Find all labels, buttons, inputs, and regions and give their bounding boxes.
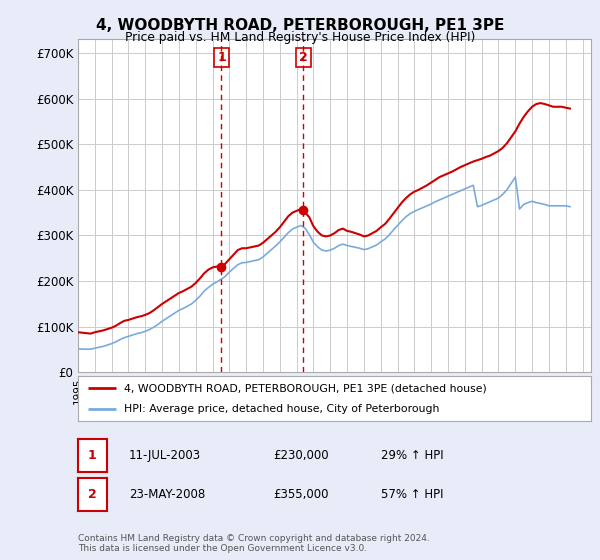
Text: 4, WOODBYTH ROAD, PETERBOROUGH, PE1 3PE (detached house): 4, WOODBYTH ROAD, PETERBOROUGH, PE1 3PE … — [124, 384, 487, 394]
Text: 2: 2 — [88, 488, 97, 501]
Text: 1: 1 — [217, 51, 226, 64]
Text: 2: 2 — [299, 51, 308, 64]
Text: Contains HM Land Registry data © Crown copyright and database right 2024.
This d: Contains HM Land Registry data © Crown c… — [78, 534, 430, 553]
Text: HPI: Average price, detached house, City of Peterborough: HPI: Average price, detached house, City… — [124, 404, 440, 414]
Text: Price paid vs. HM Land Registry's House Price Index (HPI): Price paid vs. HM Land Registry's House … — [125, 31, 475, 44]
Text: 29% ↑ HPI: 29% ↑ HPI — [381, 449, 443, 462]
Text: 57% ↑ HPI: 57% ↑ HPI — [381, 488, 443, 501]
Text: £355,000: £355,000 — [273, 488, 329, 501]
Text: 23-MAY-2008: 23-MAY-2008 — [129, 488, 205, 501]
Text: 11-JUL-2003: 11-JUL-2003 — [129, 449, 201, 462]
Text: 1: 1 — [88, 449, 97, 462]
Text: £230,000: £230,000 — [273, 449, 329, 462]
Text: 4, WOODBYTH ROAD, PETERBOROUGH, PE1 3PE: 4, WOODBYTH ROAD, PETERBOROUGH, PE1 3PE — [96, 18, 504, 33]
